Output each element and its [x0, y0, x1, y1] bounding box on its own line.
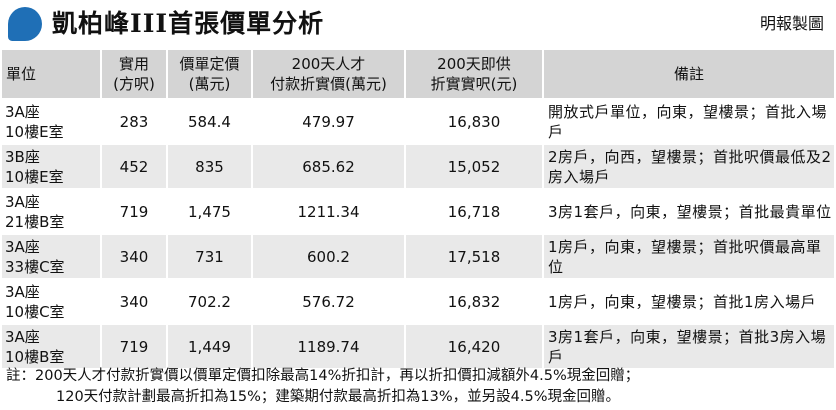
remark-cell: 1房戶，向東，望樓景；首批1房入場戶 [544, 280, 834, 323]
speech-bubble-icon [8, 7, 42, 41]
per-sqft-cell: 17,518 [406, 235, 542, 278]
column-header-area: 實用 (方呎) [102, 50, 166, 98]
per-sqft-cell: 16,832 [406, 280, 542, 323]
area-cell: 283 [102, 100, 166, 143]
header-row: 單位 實用 (方呎) 價單定價 (萬元) 200天人才 付款折實價(萬元) 200天即… [2, 50, 834, 98]
talent-price-cell: 576.72 [253, 280, 404, 323]
column-header-unit: 單位 [2, 50, 100, 98]
unit-cell: 3A座 10樓E室 [2, 100, 100, 143]
unit-cell: 3A座 10樓B室 [2, 325, 100, 368]
talent-price-cell: 479.97 [253, 100, 404, 143]
talent-price-cell: 1211.34 [253, 190, 404, 233]
unit-cell: 3A座 10樓C室 [2, 280, 100, 323]
list-price-cell: 584.4 [168, 100, 251, 143]
column-header-talent-price: 200天人才 付款折實價(萬元) [253, 50, 404, 98]
talent-price-cell: 600.2 [253, 235, 404, 278]
talent-price-cell: 1189.74 [253, 325, 404, 368]
area-cell: 340 [102, 235, 166, 278]
remark-cell: 3房1套戶，向東，望樓景；首批3房入場戶 [544, 325, 834, 368]
table-row: 3A座 21樓B室 719 1,475 1211.34 16,718 3房1套戶，… [2, 190, 834, 233]
table-row: 3A座 10樓E室 283 584.4 479.97 16,830 開放式戶單位，… [2, 100, 834, 143]
footnote-line-2: 120天付款計劃最高折扣為15%；建築期付款最高折扣為13%，並另設4.5%現金… [56, 389, 620, 405]
header: 凱柏峰III首張價單分析 明報製圖 [0, 0, 836, 48]
unit-cell: 3A座 21樓B室 [2, 190, 100, 233]
area-cell: 340 [102, 280, 166, 323]
table-row: 3A座 33樓C室 340 731 600.2 17,518 1房戶，向東，望樓景… [2, 235, 834, 278]
area-cell: 719 [102, 190, 166, 233]
table-row: 3A座 10樓C室 340 702.2 576.72 16,832 1房戶，向東，… [2, 280, 834, 323]
unit-cell: 3B座 10樓E室 [2, 145, 100, 188]
list-price-cell: 1,449 [168, 325, 251, 368]
source-credit: 明報製圖 [759, 14, 824, 33]
table-row: 3B座 10樓E室 452 835 685.62 15,052 2房戶，向西，望樓… [2, 145, 834, 188]
list-price-cell: 835 [168, 145, 251, 188]
price-table: 單位 實用 (方呎) 價單定價 (萬元) 200天人才 付款折實價(萬元) 200天即… [0, 48, 836, 370]
area-cell: 452 [102, 145, 166, 188]
table-row: 3A座 10樓B室 719 1,449 1189.74 16,420 3房1套戶，… [2, 325, 834, 368]
list-price-cell: 1,475 [168, 190, 251, 233]
talent-price-cell: 685.62 [253, 145, 404, 188]
per-sqft-cell: 16,420 [406, 325, 542, 368]
per-sqft-cell: 16,718 [406, 190, 542, 233]
column-header-per-sqft: 200天即供 折實實呎(元) [406, 50, 542, 98]
remark-cell: 3房1套戶，向東，望樓景；首批最貴單位 [544, 190, 834, 233]
remark-cell: 開放式戶單位，向東，望樓景；首批入場戶 [544, 100, 834, 143]
unit-cell: 3A座 33樓C室 [2, 235, 100, 278]
list-price-cell: 702.2 [168, 280, 251, 323]
column-header-remarks: 備註 [544, 50, 834, 98]
remark-cell: 2房戶，向西，望樓景；首批呎價最低及2房入場戶 [544, 145, 834, 188]
page-title: 凱柏峰III首張價單分析 [52, 9, 325, 38]
footnote: 註：200天人才付款折實價以價單定價扣除最高14%折扣計，再以折扣價扣減額外4.… [6, 366, 832, 408]
remark-cell: 1房戶，向東，望樓景；首批呎價最高單位 [544, 235, 834, 278]
per-sqft-cell: 16,830 [406, 100, 542, 143]
area-cell: 719 [102, 325, 166, 368]
column-header-list-price: 價單定價 (萬元) [168, 50, 251, 98]
list-price-cell: 731 [168, 235, 251, 278]
per-sqft-cell: 15,052 [406, 145, 542, 188]
footnote-line-1: 註：200天人才付款折實價以價單定價扣除最高14%折扣計，再以折扣價扣減額外4.… [6, 368, 640, 384]
